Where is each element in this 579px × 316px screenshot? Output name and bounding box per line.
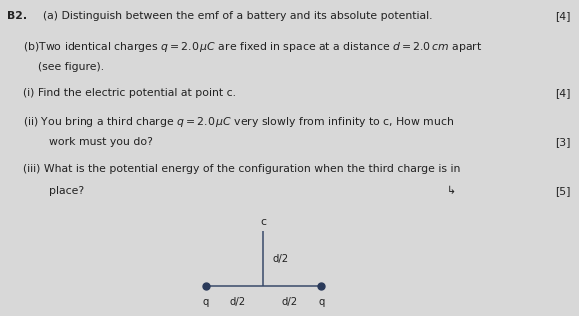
- Text: [3]: [3]: [555, 137, 570, 148]
- Text: d/2: d/2: [281, 297, 298, 307]
- Text: (b)Two identical charges $q = 2.0\,\mu C$ are fixed in space at a distance $d = : (b)Two identical charges $q = 2.0\,\mu C…: [23, 40, 483, 53]
- Text: ↳: ↳: [447, 186, 456, 197]
- Text: place?: place?: [49, 186, 85, 197]
- Text: (a) Distinguish between the emf of a battery and its absolute potential.: (a) Distinguish between the emf of a bat…: [43, 11, 433, 21]
- Text: d/2: d/2: [273, 254, 289, 264]
- Text: (see figure).: (see figure).: [38, 62, 104, 72]
- Text: d/2: d/2: [229, 297, 245, 307]
- Text: B2.: B2.: [7, 11, 27, 21]
- Text: (ii) You bring a third charge $q = 2.0\,\mu C$ very slowly from infinity to c, H: (ii) You bring a third charge $q = 2.0\,…: [23, 115, 455, 129]
- Text: [4]: [4]: [555, 88, 570, 99]
- Text: (iii) What is the potential energy of the configuration when the third charge is: (iii) What is the potential energy of th…: [23, 164, 460, 174]
- Text: [4]: [4]: [555, 11, 570, 21]
- Text: [5]: [5]: [555, 186, 570, 197]
- Text: work must you do?: work must you do?: [49, 137, 153, 148]
- Text: q: q: [318, 297, 325, 307]
- Text: (i) Find the electric potential at point c.: (i) Find the electric potential at point…: [23, 88, 236, 99]
- Text: q: q: [202, 297, 209, 307]
- Text: c: c: [261, 217, 266, 227]
